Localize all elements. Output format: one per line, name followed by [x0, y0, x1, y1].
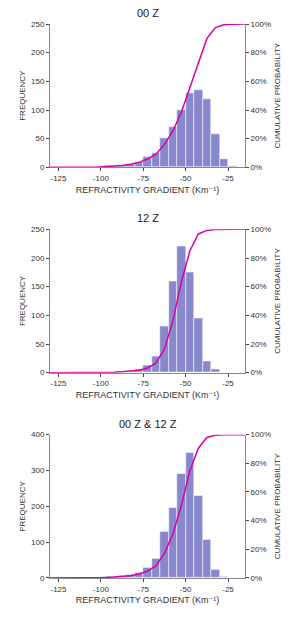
svg-text:-125: -125	[50, 174, 67, 183]
svg-text:80%: 80%	[251, 48, 267, 57]
svg-text:0: 0	[40, 368, 45, 377]
svg-text:100%: 100%	[251, 430, 271, 439]
svg-text:60%: 60%	[251, 77, 267, 86]
svg-text:60%: 60%	[251, 282, 267, 291]
svg-text:FREQUENCY: FREQUENCY	[18, 70, 27, 121]
svg-text:150: 150	[31, 282, 45, 291]
svg-text:CUMULATIVE PROBABILITY: CUMULATIVE PROBABILITY	[273, 42, 282, 148]
svg-text:0%: 0%	[251, 368, 263, 377]
svg-text:80%: 80%	[251, 459, 267, 468]
svg-text:00 Z & 12 Z: 00 Z & 12 Z	[119, 418, 177, 430]
svg-text:200: 200	[31, 48, 45, 57]
svg-text:20%: 20%	[251, 545, 267, 554]
svg-text:-100: -100	[93, 379, 110, 388]
svg-text:100: 100	[31, 538, 45, 547]
svg-text:100%: 100%	[251, 20, 271, 29]
svg-text:20%: 20%	[251, 340, 267, 349]
svg-text:REFRACTIVITY GRADIENT (Km⁻¹): REFRACTIVITY GRADIENT (Km⁻¹)	[76, 390, 219, 400]
svg-text:0%: 0%	[251, 163, 263, 172]
svg-text:250: 250	[31, 225, 45, 234]
svg-text:300: 300	[31, 466, 45, 475]
svg-text:150: 150	[31, 77, 45, 86]
svg-text:-50: -50	[180, 585, 192, 594]
svg-text:80%: 80%	[251, 254, 267, 263]
svg-text:REFRACTIVITY GRADIENT (Km⁻¹): REFRACTIVITY GRADIENT (Km⁻¹)	[76, 185, 219, 195]
svg-text:-75: -75	[137, 585, 149, 594]
svg-text:-125: -125	[50, 585, 67, 594]
svg-text:40%: 40%	[251, 106, 267, 115]
svg-text:-50: -50	[180, 174, 192, 183]
svg-text:60%: 60%	[251, 488, 267, 497]
svg-text:12 Z: 12 Z	[137, 212, 159, 224]
svg-text:200: 200	[31, 502, 45, 511]
svg-text:-75: -75	[137, 174, 149, 183]
svg-text:CUMULATIVE PROBABILITY: CUMULATIVE PROBABILITY	[273, 453, 282, 559]
svg-text:-100: -100	[93, 585, 110, 594]
svg-text:100: 100	[31, 106, 45, 115]
svg-text:-25: -25	[222, 379, 234, 388]
svg-text:-75: -75	[137, 379, 149, 388]
svg-text:FREQUENCY: FREQUENCY	[18, 275, 27, 326]
svg-text:50: 50	[35, 134, 44, 143]
svg-text:0: 0	[40, 574, 45, 583]
svg-text:50: 50	[35, 340, 44, 349]
svg-text:200: 200	[31, 254, 45, 263]
svg-text:-25: -25	[222, 585, 234, 594]
svg-text:40%: 40%	[251, 311, 267, 320]
svg-text:0%: 0%	[251, 574, 263, 583]
svg-text:100%: 100%	[251, 225, 271, 234]
svg-text:40%: 40%	[251, 516, 267, 525]
svg-text:REFRACTIVITY GRADIENT (Km⁻¹): REFRACTIVITY GRADIENT (Km⁻¹)	[76, 595, 219, 605]
svg-text:-125: -125	[50, 379, 67, 388]
svg-text:100: 100	[31, 311, 45, 320]
svg-text:00 Z: 00 Z	[137, 7, 159, 19]
svg-text:-100: -100	[93, 174, 110, 183]
svg-text:400: 400	[31, 430, 45, 439]
svg-text:250: 250	[31, 20, 45, 29]
svg-text:CUMULATIVE PROBABILITY: CUMULATIVE PROBABILITY	[273, 248, 282, 354]
svg-text:-50: -50	[180, 379, 192, 388]
svg-text:0: 0	[40, 163, 45, 172]
svg-text:-25: -25	[222, 174, 234, 183]
svg-text:FREQUENCY: FREQUENCY	[18, 481, 27, 532]
svg-text:20%: 20%	[251, 134, 267, 143]
